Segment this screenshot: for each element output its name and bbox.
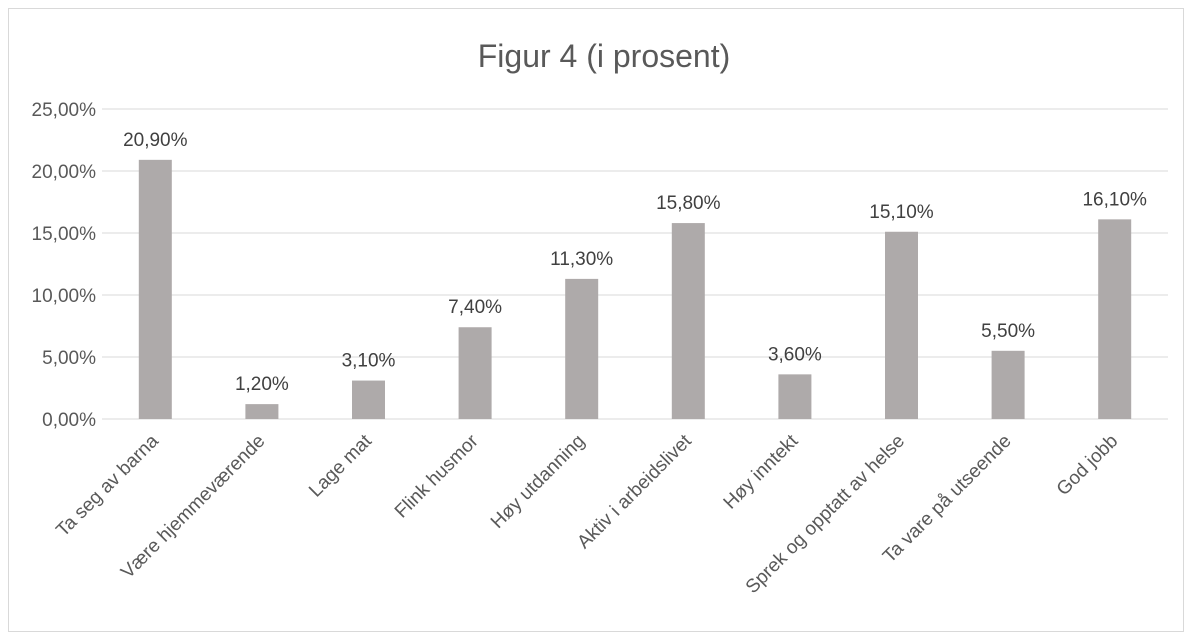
bar bbox=[671, 223, 705, 419]
y-tick-label: 10,00% bbox=[32, 286, 97, 307]
category-label: God jobb bbox=[1053, 431, 1122, 500]
bar bbox=[138, 159, 172, 419]
data-labels: 20,90% 1,20% 3,10% 7,40% 11,30% 15,80% 3,60% 15… bbox=[123, 130, 1147, 395]
bar bbox=[245, 404, 279, 419]
data-label: 7,40% bbox=[448, 297, 502, 318]
y-tick-label: 0,00% bbox=[42, 410, 96, 431]
bar bbox=[991, 350, 1025, 419]
data-label: 15,80% bbox=[656, 193, 721, 214]
data-label: 20,90% bbox=[123, 130, 188, 151]
category-label: Høy inntekt bbox=[720, 430, 803, 513]
category-label: Ta seg av barna bbox=[52, 430, 163, 541]
y-tick-label: 20,00% bbox=[32, 162, 97, 183]
y-tick-label: 25,00% bbox=[32, 100, 97, 121]
y-tick-label: 5,00% bbox=[42, 348, 96, 369]
bar bbox=[565, 278, 599, 419]
data-label: 3,10% bbox=[342, 351, 396, 372]
bar bbox=[1098, 219, 1132, 419]
category-label: Aktiv i arbeidslivet bbox=[573, 430, 696, 553]
category-label: Flink husmor bbox=[391, 430, 483, 522]
gridlines bbox=[102, 108, 1168, 420]
chart-title: Figur 4 (i prosent) bbox=[478, 38, 731, 74]
data-label: 1,20% bbox=[235, 374, 289, 395]
bar bbox=[778, 374, 812, 419]
data-label: 11,30% bbox=[550, 249, 613, 270]
bar bbox=[885, 231, 918, 419]
data-label: 15,10% bbox=[869, 202, 934, 223]
category-label: Høy utdanning bbox=[487, 431, 589, 533]
data-label: 3,60% bbox=[768, 344, 822, 365]
category-label: Lage mat bbox=[305, 430, 376, 501]
bars bbox=[138, 159, 1132, 419]
data-label: 5,50% bbox=[981, 321, 1035, 342]
y-axis-tick-labels: 0,00% 5,00% 10,00% 15,00% 20,00% 25,00% bbox=[32, 100, 97, 431]
bar bbox=[458, 327, 492, 419]
bar bbox=[352, 380, 385, 419]
data-label: 16,10% bbox=[1082, 189, 1147, 210]
y-tick-label: 15,00% bbox=[32, 224, 97, 245]
